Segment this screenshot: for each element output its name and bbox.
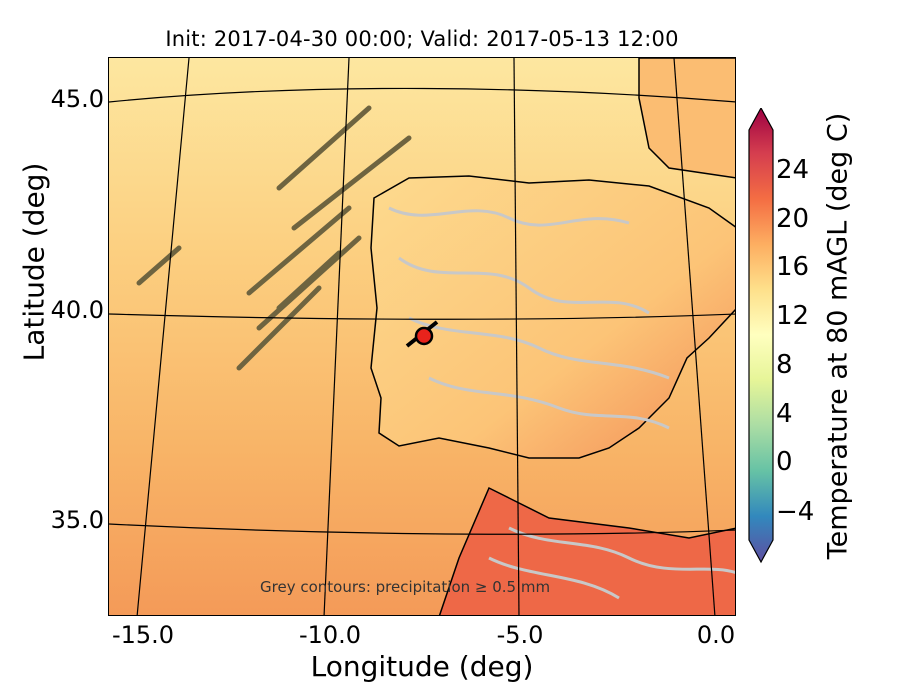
cbar-tick-16: 16 <box>776 252 810 282</box>
cbar-tick-24: 24 <box>776 155 810 185</box>
france-land <box>638 58 735 179</box>
cbar-tick-neg4: −4 <box>776 497 815 527</box>
y-tick-45: 45.0 <box>50 85 104 113</box>
y-axis-title: Latitude (deg) <box>17 162 51 362</box>
cbar-tick-4: 4 <box>776 399 793 429</box>
cbar-tick-20: 20 <box>776 204 810 234</box>
map-area[interactable] <box>108 57 736 616</box>
cbar-tick-0: 0 <box>776 447 793 477</box>
y-tick-40: 40.0 <box>50 296 104 324</box>
graticule <box>109 58 735 615</box>
cbar-tick-12: 12 <box>776 301 810 331</box>
precip-note: Grey contours: precipitation ≥ 0.5 mm <box>260 578 551 596</box>
colorbar <box>748 108 774 564</box>
plot-title: Init: 2017-04-30 00:00; Valid: 2017-05-1… <box>165 27 679 51</box>
x-tick-5: -5.0 <box>496 621 544 649</box>
x-axis-title: Longitude (deg) <box>310 650 534 683</box>
x-tick-10: -10.0 <box>298 621 362 649</box>
colorbar-label: Temperature at 80 mAGL (deg C) <box>822 112 854 560</box>
y-tick-35: 35.0 <box>50 506 104 534</box>
africa-land <box>438 486 735 615</box>
cbar-tick-8: 8 <box>776 350 793 380</box>
x-tick-0: 0.0 <box>696 621 736 649</box>
map-canvas <box>109 58 735 615</box>
site-marker[interactable] <box>414 326 434 346</box>
precip-streaks <box>136 105 412 371</box>
x-tick-15: -15.0 <box>111 621 175 649</box>
precip-contours <box>388 206 735 600</box>
